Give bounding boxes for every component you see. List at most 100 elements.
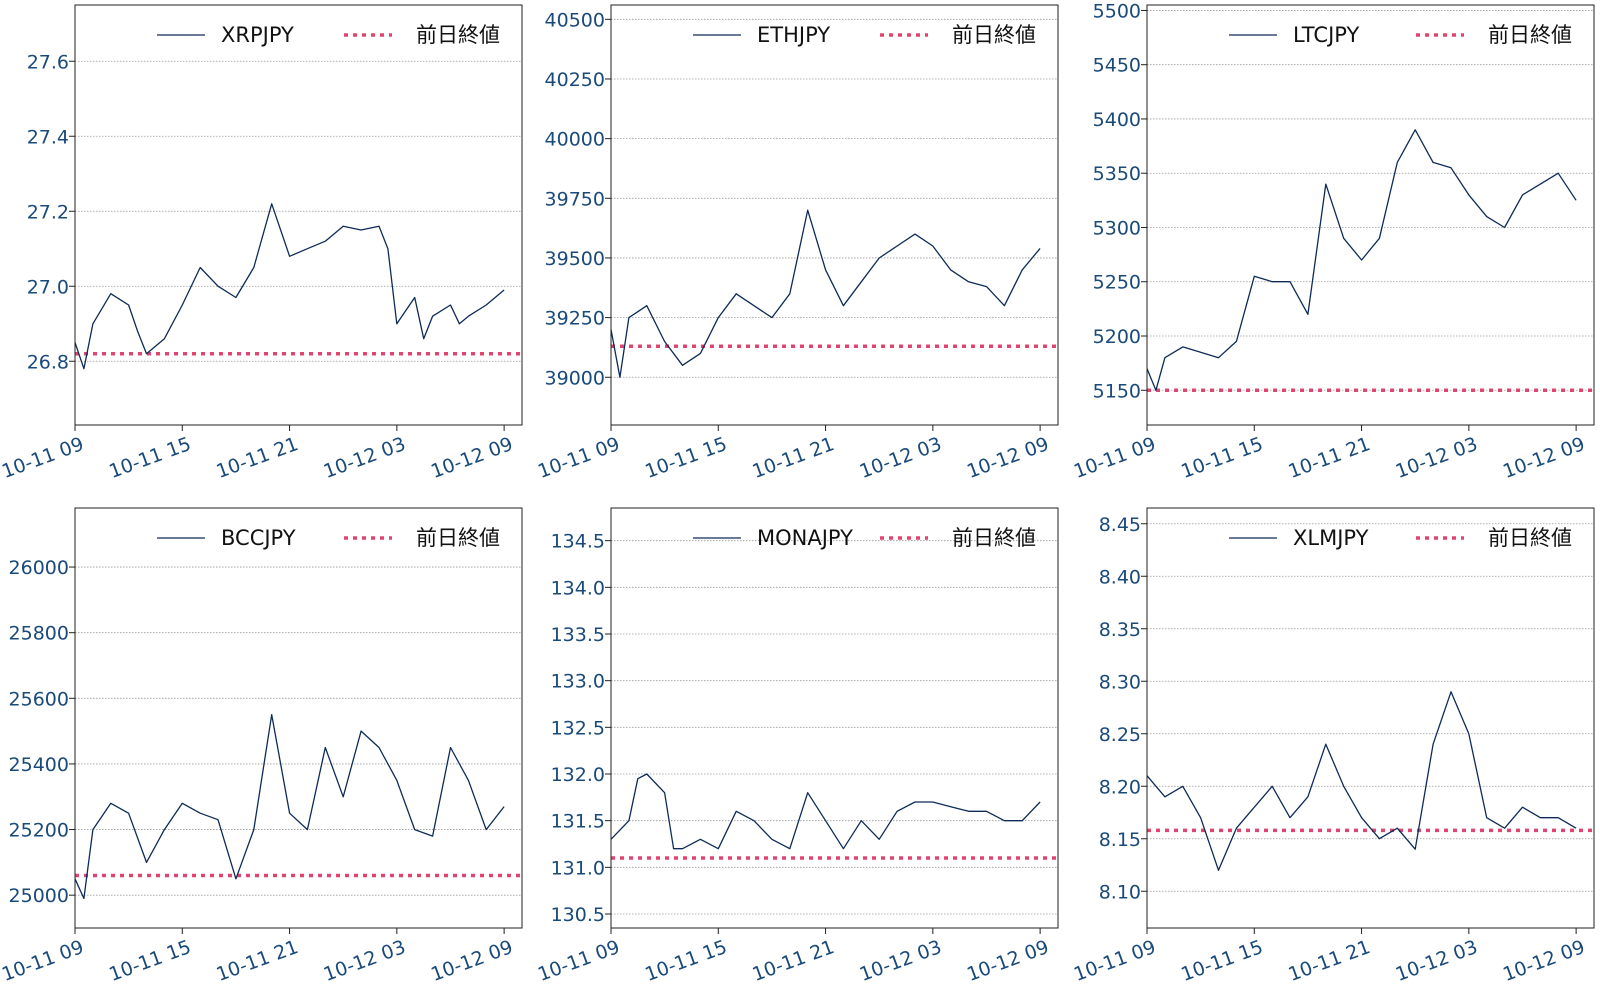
- y-tick-label: 40000: [545, 129, 605, 151]
- series-line: [1146, 129, 1577, 391]
- x-tick-label: 10-12 03: [1393, 433, 1481, 483]
- plot-background: [1147, 5, 1594, 425]
- y-tick-label: 25000: [9, 885, 69, 907]
- x-tick-label: 10-12 03: [857, 433, 945, 483]
- plot-frame: [1146, 507, 1595, 929]
- x-tick-label: 10-11 15: [1178, 433, 1266, 483]
- x-tick-label: 10-11 21: [213, 433, 301, 483]
- y-tick-label: 8.10: [1099, 881, 1141, 903]
- x-tick-label: 10-11 09: [535, 936, 623, 986]
- y-tick-label: 132.5: [551, 717, 605, 739]
- plot-background: [1147, 508, 1594, 928]
- x-tick-label: 10-11 09: [1071, 433, 1159, 483]
- series-line: [610, 209, 1041, 378]
- legend-series-label: XRPJPY: [221, 23, 294, 47]
- x-tick-label: 10-11 21: [749, 936, 837, 986]
- y-tick-label: 133.0: [551, 671, 605, 693]
- y-tick-label: 131.0: [551, 857, 605, 879]
- legend-reference-label: 前日終値: [952, 23, 1036, 47]
- y-tick-label: 40500: [545, 9, 605, 31]
- legend-series-label: ETHJPY: [757, 23, 830, 47]
- series-line: [74, 714, 505, 900]
- x-tick-label: 10-11 21: [213, 936, 301, 986]
- x-tick-label: 10-11 21: [1285, 433, 1373, 483]
- plot-frame: [74, 4, 523, 426]
- y-tick-label: 40250: [545, 69, 605, 91]
- y-tick-label: 27.4: [27, 126, 69, 148]
- y-tick-label: 27.2: [27, 201, 69, 223]
- y-tick-label: 25600: [9, 688, 69, 710]
- x-tick-label: 10-11 15: [1178, 936, 1266, 986]
- y-tick-label: 5500: [1093, 0, 1141, 22]
- x-tick-label: 10-12 09: [428, 936, 516, 986]
- y-tick-label: 5250: [1093, 272, 1141, 294]
- x-tick-label: 10-12 03: [857, 936, 945, 986]
- plot-background: [611, 5, 1058, 425]
- x-tick-label: 10-11 21: [749, 433, 837, 483]
- x-tick-label: 10-11 09: [535, 433, 623, 483]
- legend-reference-label: 前日終値: [952, 526, 1036, 550]
- plot-frame: [610, 4, 1059, 426]
- y-tick-label: 8.20: [1099, 776, 1141, 798]
- legend-reference-label: 前日終値: [416, 23, 500, 47]
- legend-reference-label: 前日終値: [1488, 23, 1572, 47]
- chart-panel-2: 39000 39250 39500 39750 40000 40250 40500 10-11…: [535, 4, 1059, 483]
- y-tick-label: 8.25: [1099, 724, 1141, 746]
- y-tick-label: 5450: [1093, 55, 1141, 77]
- plot-background: [75, 5, 522, 425]
- y-tick-label: 134.0: [551, 577, 605, 599]
- y-tick-label: 39750: [545, 188, 605, 210]
- y-tick-label: 134.5: [551, 531, 605, 553]
- x-tick-label: 10-11 15: [106, 433, 194, 483]
- legend-reference-label: 前日終値: [416, 526, 500, 550]
- y-tick-label: 130.5: [551, 904, 605, 926]
- series-line: [1146, 691, 1577, 871]
- x-tick-label: 10-12 03: [321, 936, 409, 986]
- plot-frame: [74, 507, 523, 929]
- plot-background: [75, 508, 522, 928]
- plot-background: [611, 508, 1058, 928]
- legend-series-label: BCCJPY: [221, 526, 296, 550]
- y-tick-label: 26.8: [27, 351, 69, 373]
- y-tick-label: 8.40: [1099, 566, 1141, 588]
- x-tick-label: 10-11 09: [0, 936, 87, 986]
- series-line: [74, 203, 505, 370]
- x-tick-label: 10-11 09: [1071, 936, 1159, 986]
- chart-panel-5: 130.5 131.0 131.5 132.0 132.5 133.0 133.5 134.0…: [535, 507, 1059, 986]
- x-tick-label: 10-12 09: [428, 433, 516, 483]
- y-tick-label: 8.35: [1099, 619, 1141, 641]
- x-tick-label: 10-12 03: [321, 433, 409, 483]
- x-tick-label: 10-12 09: [1500, 936, 1588, 986]
- y-tick-label: 132.0: [551, 764, 605, 786]
- y-tick-label: 5150: [1093, 380, 1141, 402]
- y-tick-label: 27.0: [27, 276, 69, 298]
- plot-frame: [1146, 4, 1595, 426]
- x-tick-label: 10-12 09: [964, 433, 1052, 483]
- series-line: [610, 773, 1041, 850]
- x-tick-label: 10-12 09: [964, 936, 1052, 986]
- y-tick-label: 25400: [9, 754, 69, 776]
- chart-panel-4: 25000 25200 25400 25600 25800 26000 10-11 09 10…: [0, 507, 523, 986]
- legend-series-label: XLMJPY: [1293, 526, 1369, 550]
- x-tick-label: 10-12 03: [1393, 936, 1481, 986]
- y-tick-label: 39000: [545, 367, 605, 389]
- x-tick-label: 10-11 21: [1285, 936, 1373, 986]
- y-tick-label: 8.15: [1099, 829, 1141, 851]
- legend-series-label: LTCJPY: [1293, 23, 1359, 47]
- y-tick-label: 25800: [9, 623, 69, 645]
- chart-panel-1: 26.8 27.0 27.2 27.4 27.6 10-11 09 10-11 15 10-1…: [0, 4, 523, 483]
- y-tick-label: 5200: [1093, 326, 1141, 348]
- y-tick-label: 39250: [545, 308, 605, 330]
- y-tick-label: 39500: [545, 248, 605, 270]
- chart-panel-3: 5150 5200 5250 5300 5350 5400 5450 5500 10-11 09…: [1071, 0, 1595, 483]
- x-tick-label: 10-11 15: [642, 433, 730, 483]
- x-tick-label: 10-12 09: [1500, 433, 1588, 483]
- y-tick-label: 25200: [9, 820, 69, 842]
- plot-frame: [610, 507, 1059, 929]
- y-tick-label: 5400: [1093, 109, 1141, 131]
- y-tick-label: 8.30: [1099, 671, 1141, 693]
- y-tick-label: 5350: [1093, 163, 1141, 185]
- y-tick-label: 131.5: [551, 811, 605, 833]
